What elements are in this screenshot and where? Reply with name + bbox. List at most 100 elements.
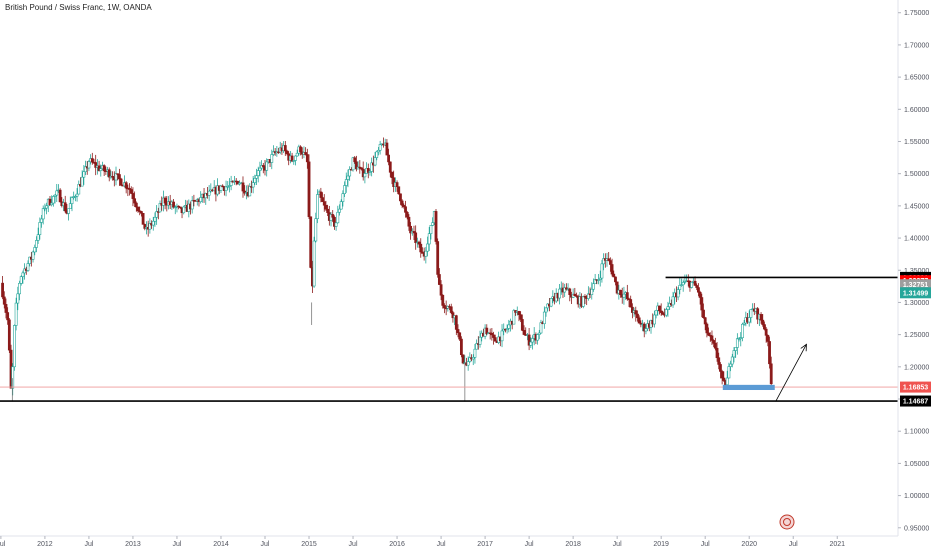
- candle-body-down: [63, 202, 67, 212]
- candle: [590, 282, 594, 300]
- candle-body-down: [321, 197, 324, 202]
- candle-body-up: [644, 328, 648, 332]
- candle: [707, 327, 710, 337]
- candle: [737, 337, 741, 342]
- candle: [730, 353, 734, 368]
- candle-body-up: [207, 190, 211, 196]
- candle-body-down: [697, 287, 700, 293]
- candle: [735, 333, 739, 355]
- price-axis[interactable]: 0.950001.000001.050001.100001.150001.200…: [897, 0, 929, 536]
- candle-body-down: [119, 178, 123, 186]
- price-tick-label: 1.35000: [904, 268, 929, 275]
- candle: [473, 343, 477, 364]
- candle: [207, 185, 211, 201]
- candle: [375, 150, 379, 161]
- candle: [666, 301, 670, 317]
- candle-body-up: [292, 160, 296, 162]
- candle-body-up: [82, 171, 86, 178]
- candle-body-down: [634, 310, 638, 315]
- time-tick-label: 2020: [741, 541, 757, 548]
- candle: [18, 280, 21, 301]
- candle-body-down: [693, 280, 697, 286]
- candle: [82, 165, 86, 185]
- candle-body-up: [77, 184, 81, 195]
- time-axis[interactable]: Jul 2012 Jul 2013 Jul 2014 Jul 2015 Jul 2016 Jul 20…: [0, 535, 898, 548]
- candle-body-down: [177, 205, 181, 208]
- candle: [16, 286, 20, 311]
- candle-body-down: [527, 334, 531, 346]
- candle-body-up: [741, 323, 744, 339]
- candle: [48, 196, 52, 206]
- candle-body-down: [136, 206, 140, 212]
- trend-arrow-line[interactable]: [775, 344, 807, 402]
- candle-body-down: [493, 337, 497, 342]
- candle: [466, 356, 470, 371]
- candle-body-down: [437, 274, 441, 285]
- chart-title: British Pound / Swiss Franc, 1W, OANDA: [5, 3, 152, 12]
- candle: [639, 320, 643, 328]
- candle-body-up: [681, 282, 685, 286]
- candle-body-up: [13, 325, 16, 368]
- candle: [664, 307, 668, 318]
- candle-body-up: [43, 207, 47, 210]
- candle: [7, 318, 11, 353]
- candle: [155, 205, 159, 225]
- candle-body-up: [549, 298, 553, 307]
- candle: [6, 307, 10, 325]
- candle-body-down: [414, 232, 418, 243]
- candle-body-down: [392, 177, 396, 187]
- candle-body-up: [590, 288, 594, 295]
- candle-body-down: [707, 332, 710, 336]
- candle: [116, 173, 120, 181]
- candle-body-down: [607, 258, 611, 261]
- candle: [224, 180, 228, 197]
- candle-body-down: [441, 294, 445, 306]
- candle: [387, 148, 390, 166]
- support-zone[interactable]: [722, 384, 775, 391]
- candle-body-down: [756, 308, 760, 320]
- candle: [749, 309, 753, 324]
- candle: [53, 194, 57, 204]
- candle: [360, 167, 363, 171]
- candle-body-up: [11, 366, 15, 389]
- candle-body-down: [719, 364, 722, 372]
- candle: [568, 287, 572, 302]
- candle: [720, 369, 724, 385]
- candle: [615, 281, 619, 295]
- candle-body-up: [563, 287, 567, 293]
- candle-body-up: [23, 268, 26, 274]
- candle: [131, 187, 135, 207]
- candle-body-up: [431, 222, 435, 226]
- candle-body-up: [256, 170, 260, 176]
- candle: [610, 258, 614, 277]
- candle-body-up: [18, 282, 21, 295]
- candle: [307, 154, 311, 219]
- candle-body-up: [729, 363, 732, 367]
- candle-body-down: [324, 204, 328, 210]
- candle-body-down: [436, 241, 440, 275]
- candle: [255, 168, 258, 186]
- candle-body-down: [7, 319, 11, 351]
- candle: [727, 362, 731, 379]
- candle: [99, 164, 103, 177]
- candle: [642, 322, 646, 338]
- candle: [21, 270, 25, 284]
- price-badge-label: 1.14687: [903, 399, 928, 406]
- candle-body-up: [592, 283, 595, 290]
- candle-body-down: [111, 176, 115, 178]
- price-badge-bg: [900, 395, 931, 407]
- candle-body-down: [419, 243, 423, 253]
- candle-body-up: [593, 279, 597, 285]
- candle: [28, 256, 32, 267]
- candle-body-down: [614, 276, 617, 283]
- candle-body-down: [456, 329, 460, 334]
- candle-body-down: [307, 161, 311, 218]
- candle: [141, 213, 145, 225]
- candle-body-up: [586, 293, 590, 299]
- candle-body-up: [35, 240, 38, 248]
- candle: [219, 184, 223, 194]
- candle: [490, 328, 494, 341]
- candle-body-up: [654, 309, 658, 316]
- candle-body-up: [725, 377, 729, 386]
